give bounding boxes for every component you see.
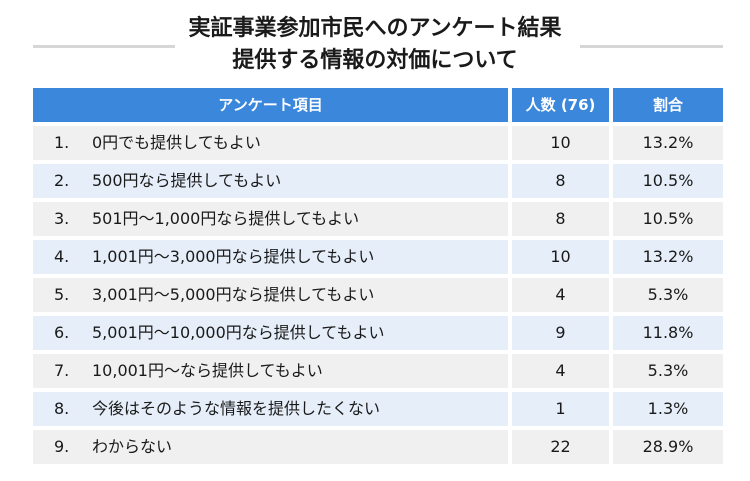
row-count: 8 <box>512 164 609 198</box>
row-item-cell: 9. わからない <box>33 430 508 464</box>
header-percent: 割合 <box>613 88 723 122</box>
row-number: 4. <box>54 247 70 266</box>
row-count: 1 <box>512 392 609 426</box>
row-number: 9. <box>54 437 70 456</box>
header-item: アンケート項目 <box>33 88 508 122</box>
row-count: 4 <box>512 278 609 312</box>
row-item-cell: 1. 0円でも提供してもよい <box>33 126 508 160</box>
row-percent: 10.5% <box>613 202 723 236</box>
row-number: 2. <box>54 171 70 190</box>
row-count: 10 <box>512 240 609 274</box>
row-count: 8 <box>512 202 609 236</box>
row-count: 4 <box>512 354 609 388</box>
row-item-label: 3,001円〜5,000円なら提供してもよい <box>92 285 375 304</box>
title-rule-left <box>33 45 175 48</box>
row-item-cell: 3. 501円〜1,000円なら提供してもよい <box>33 202 508 236</box>
row-item-label: 0円でも提供してもよい <box>92 133 261 152</box>
row-item-label: 今後はそのような情報を提供したくない <box>92 399 381 418</box>
row-count: 10 <box>512 126 609 160</box>
table-row: 5. 3,001円〜5,000円なら提供してもよい 4 5.3% <box>33 278 723 312</box>
table-row: 8. 今後はそのような情報を提供したくない 1 1.3% <box>33 392 723 426</box>
table-row: 3. 501円〜1,000円なら提供してもよい 8 10.5% <box>33 202 723 236</box>
row-item-label: 500円なら提供してもよい <box>92 171 282 190</box>
row-item-cell: 7. 10,001円〜なら提供してもよい <box>33 354 508 388</box>
row-number: 5. <box>54 285 70 304</box>
survey-table: アンケート項目 人数 (76) 割合 1. 0円でも提供してもよい 10 13.2% 2… <box>33 88 723 468</box>
row-item-cell: 4. 1,001円〜3,000円なら提供してもよい <box>33 240 508 274</box>
row-count: 9 <box>512 316 609 350</box>
table-row: 2. 500円なら提供してもよい 8 10.5% <box>33 164 723 198</box>
table-row: 9. わからない 22 28.9% <box>33 430 723 464</box>
header-count: 人数 (76) <box>512 88 609 122</box>
row-number: 8. <box>54 399 70 418</box>
row-percent: 28.9% <box>613 430 723 464</box>
row-percent: 5.3% <box>613 278 723 312</box>
row-item-label: わからない <box>92 437 173 456</box>
row-item-cell: 2. 500円なら提供してもよい <box>33 164 508 198</box>
table-body: 1. 0円でも提供してもよい 10 13.2% 2. 500円なら提供してもよい 8 10.5… <box>33 126 723 464</box>
title-block: 実証事業参加市民へのアンケート結果 提供する情報の対価について <box>0 14 750 74</box>
row-percent: 11.8% <box>613 316 723 350</box>
page-subtitle: 提供する情報の対価について <box>232 48 518 73</box>
row-percent: 10.5% <box>613 164 723 198</box>
row-count: 22 <box>512 430 609 464</box>
row-percent: 13.2% <box>613 126 723 160</box>
table-header-row: アンケート項目 人数 (76) 割合 <box>33 88 723 122</box>
row-item-cell: 8. 今後はそのような情報を提供したくない <box>33 392 508 426</box>
row-item-label: 501円〜1,000円なら提供してもよい <box>92 209 360 228</box>
row-number: 6. <box>54 323 70 342</box>
row-percent: 5.3% <box>613 354 723 388</box>
row-item-cell: 6. 5,001円〜10,000円なら提供してもよい <box>33 316 508 350</box>
row-number: 3. <box>54 209 70 228</box>
row-item-cell: 5. 3,001円〜5,000円なら提供してもよい <box>33 278 508 312</box>
row-item-label: 5,001円〜10,000円なら提供してもよい <box>92 323 385 342</box>
row-number: 7. <box>54 361 70 380</box>
row-number: 1. <box>54 133 70 152</box>
title-rule-right <box>580 45 723 48</box>
row-item-label: 10,001円〜なら提供してもよい <box>92 361 323 380</box>
table-row: 6. 5,001円〜10,000円なら提供してもよい 9 11.8% <box>33 316 723 350</box>
page-title: 実証事業参加市民へのアンケート結果 <box>188 16 562 41</box>
table-row: 1. 0円でも提供してもよい 10 13.2% <box>33 126 723 160</box>
row-percent: 1.3% <box>613 392 723 426</box>
row-percent: 13.2% <box>613 240 723 274</box>
row-item-label: 1,001円〜3,000円なら提供してもよい <box>92 247 375 266</box>
table-row: 4. 1,001円〜3,000円なら提供してもよい 10 13.2% <box>33 240 723 274</box>
table-row: 7. 10,001円〜なら提供してもよい 4 5.3% <box>33 354 723 388</box>
